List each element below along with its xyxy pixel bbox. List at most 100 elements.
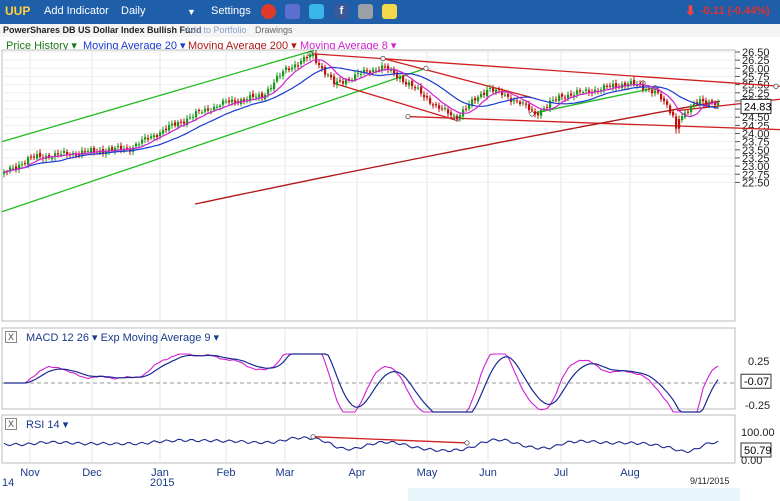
notes-icon[interactable] [285, 4, 300, 19]
candle-body [57, 153, 60, 155]
red-downtrend-lower [407, 115, 780, 131]
candle-body [576, 90, 579, 95]
candle-body [234, 100, 237, 103]
candle-body [78, 154, 81, 156]
candle-body [84, 151, 87, 153]
candle-body [120, 145, 123, 150]
candle-body [492, 87, 495, 92]
candle-body [87, 150, 90, 152]
candle-body [528, 104, 531, 111]
candle-body [147, 138, 150, 140]
candle-body [204, 108, 207, 112]
candle-body [453, 115, 456, 117]
settings-button[interactable]: Settings [211, 5, 251, 17]
rsi-close-icon[interactable]: X [5, 418, 17, 430]
price-axis-label: 25.25 [742, 88, 770, 100]
candle-body [21, 164, 24, 166]
candle-body [504, 94, 507, 96]
rsi-axis-label: 100.00 [741, 427, 775, 439]
price-axis-label: 23.50 [742, 145, 770, 157]
x-tick-label: Mar [276, 467, 295, 479]
price-axis-label: 26.00 [742, 63, 770, 75]
macd-axis-label: 0.25 [748, 356, 769, 368]
candle-body [348, 78, 351, 80]
candle-body [477, 96, 480, 102]
candle-body [141, 139, 144, 144]
drawings-link[interactable]: Drawings [255, 25, 293, 35]
interval-select[interactable]: Daily [121, 5, 146, 17]
sticky-note-icon[interactable] [382, 4, 397, 19]
candle-body [216, 106, 219, 108]
candle-body [51, 157, 54, 160]
candle-body [288, 68, 291, 71]
candle-body [561, 94, 564, 97]
candle-body [282, 71, 285, 76]
candle-body [171, 123, 174, 126]
candle-body [675, 116, 678, 129]
candle-body [3, 171, 6, 174]
candle-body [411, 81, 414, 87]
candle-body [192, 116, 195, 118]
x-year-label: 2015 [150, 477, 174, 489]
candle-body [309, 54, 312, 58]
candle-body [111, 147, 114, 151]
symbol-label[interactable]: UUP [5, 4, 31, 18]
price-axis-label: 25.75 [742, 71, 770, 83]
candle-body [303, 56, 306, 62]
candle-body [489, 87, 492, 89]
price-axis-label: 26.25 [742, 55, 770, 67]
legend-ma20[interactable]: Moving Average 20 ▾ [83, 40, 186, 52]
candle-body [558, 95, 561, 101]
candle-body [39, 152, 42, 157]
interval-dropdown-icon[interactable]: ▼ [187, 7, 196, 17]
candle-body [420, 86, 423, 94]
candle-body [480, 93, 483, 97]
candle-body [615, 83, 618, 88]
candle-body [612, 83, 615, 88]
candle-body [438, 105, 441, 109]
candle-body [549, 100, 552, 109]
candle-body [498, 88, 501, 91]
macd-header[interactable]: MACD 12 26 ▾ Exp Moving Average 9 ▾ [26, 332, 220, 344]
candle-body [273, 82, 276, 90]
macd-close-icon[interactable]: X [5, 331, 17, 343]
rsi-header[interactable]: RSI 14 ▾ [26, 419, 69, 431]
candle-body [15, 166, 18, 170]
candle-body [435, 104, 438, 106]
legend-ma8[interactable]: Moving Average 8 ▾ [300, 40, 397, 52]
legend-price-history[interactable]: Price History ▾ [6, 40, 77, 52]
macd-panel-frame [1, 327, 736, 410]
x-tick-label: Dec [82, 467, 102, 479]
candle-body [243, 99, 246, 101]
candle-body [312, 54, 315, 56]
candle-body [231, 99, 234, 103]
scroll-strip[interactable] [408, 488, 740, 501]
candle-body [507, 93, 510, 97]
candle-body [450, 112, 453, 116]
candle-body [630, 81, 633, 84]
add-indicator-button[interactable]: Add Indicator [44, 5, 109, 17]
candle-body [54, 153, 57, 157]
candle-body [522, 102, 525, 104]
trendline-anchor [423, 65, 429, 71]
price-axis-label: 23.00 [742, 161, 770, 173]
price-panel-frame [1, 49, 736, 322]
candle-body [705, 100, 708, 105]
camera-icon[interactable] [358, 4, 373, 19]
candle-body [603, 85, 606, 91]
twitter-icon[interactable] [309, 4, 324, 19]
legend-ma200[interactable]: Moving Average 200 ▾ [188, 40, 297, 52]
candle-body [663, 98, 666, 102]
candle-body [324, 67, 327, 75]
add-to-portfolio-link[interactable]: Add to Portfolio [185, 25, 247, 35]
candle-body [444, 108, 447, 110]
facebook-icon[interactable]: f [334, 4, 349, 19]
x-tick-label: Apr [348, 467, 365, 479]
alarm-clock-icon[interactable] [261, 4, 276, 19]
candle-body [255, 96, 258, 98]
x-tick-label: Jun [479, 467, 497, 479]
candle-body [654, 91, 657, 94]
candle-body [693, 103, 696, 107]
candle-body [306, 57, 309, 59]
